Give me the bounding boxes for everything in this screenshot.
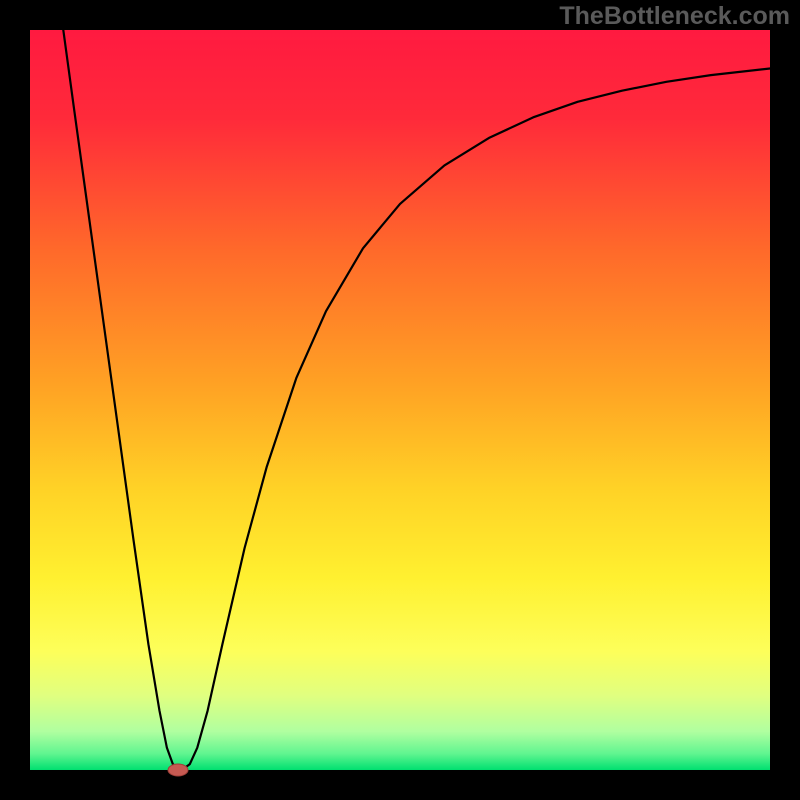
optimal-point-marker — [168, 764, 188, 776]
bottleneck-chart — [0, 0, 800, 800]
plot-area — [30, 30, 770, 770]
page-container: TheBottleneck.com — [0, 0, 800, 800]
watermark-text: TheBottleneck.com — [559, 2, 790, 31]
